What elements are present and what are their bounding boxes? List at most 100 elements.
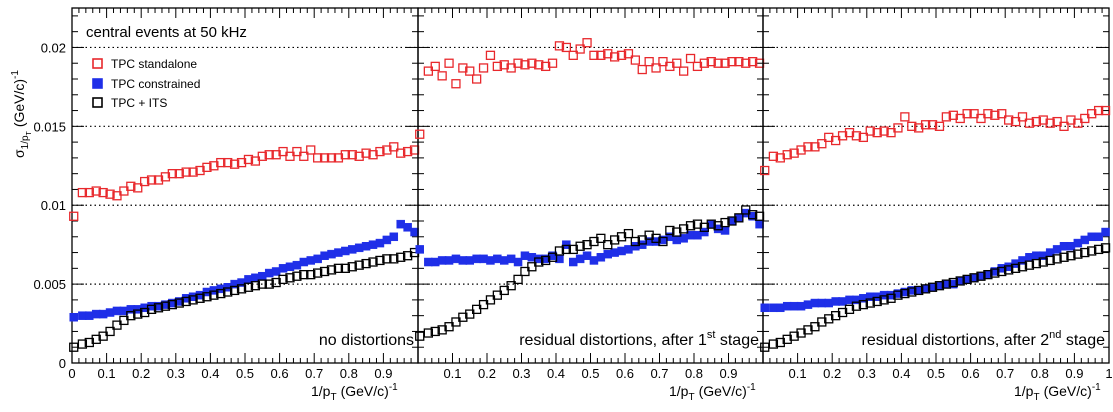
x-axis-title-3: 1/pT (GeV/c)-1: [1014, 382, 1101, 403]
x-axis-titles: 1/pT (GeV/c)-1 1/pT (GeV/c)-1 1/pT (GeV/c)-…: [311, 382, 1101, 403]
marker-p3-s3-49: [1100, 243, 1111, 253]
marker-p1-s1-8: [126, 181, 136, 191]
marker-p1-s1-34: [306, 145, 316, 155]
marker-p1-s3-2: [84, 337, 94, 348]
marker-p1-s1-5: [105, 189, 115, 199]
marker-p1-s3-9: [133, 309, 143, 319]
marker-p3-s1-30: [969, 109, 979, 119]
marker-p3-s1-42: [1052, 116, 1062, 127]
x-tick-label-3-5: 0.6: [962, 366, 980, 381]
marker-p2-s3-35: [658, 236, 668, 247]
marker-p2-s1-21: [561, 42, 571, 53]
marker-p3-s1-35: [1004, 115, 1014, 125]
marker-p2-s1-34: [651, 63, 661, 73]
marker-p3-s1-23: [920, 120, 931, 130]
marker-p1-s3-34: [306, 269, 316, 280]
marker-p2-s1-12: [499, 60, 509, 70]
marker-p3-s1-22: [914, 123, 924, 133]
marker-p1-s3-16: [181, 296, 191, 307]
panel-3: 0.1 0.2 0.3 0.4 0.5 0.6 0.7 0.8 0.9 1 residual dis…: [760, 7, 1113, 381]
marker-p3-s1-37: [1017, 112, 1028, 122]
x-tick-label-1-1: 0.1: [98, 366, 116, 381]
marker-p3-s3-9: [824, 314, 834, 324]
marker-p1-s1-6: [112, 191, 122, 201]
marker-p1-s1-23: [229, 159, 240, 169]
marker-p3-s3-42: [1052, 254, 1062, 264]
panels-group: 0 0.1 0.2 0.3 0.4 0.5 0.6 0.7 0.8 0.9 0 0.005 0.01 0.…: [33, 7, 1113, 381]
marker-p1-s1-44: [375, 146, 385, 157]
marker-p3-s3-23: [920, 284, 931, 294]
marker-p2-s1-30: [623, 49, 634, 59]
marker-p3-s1-21: [907, 121, 917, 131]
marker-p3-s1-40: [1038, 115, 1048, 125]
marker-p2-s1-33: [644, 56, 654, 67]
marker-p2-s3-11: [492, 290, 503, 300]
marker-p1-s1-32: [292, 146, 302, 157]
y-tick-label-0: 0: [59, 356, 66, 371]
x-tick-label-2-5: 0.6: [616, 366, 634, 381]
x-tick-label-1-6: 0.6: [271, 366, 289, 381]
x-tick-label-3-3: 0.4: [892, 366, 910, 381]
marker-p1-s1-46: [389, 142, 399, 152]
marker-p2-s3-13: [506, 281, 516, 291]
marker-p1-s1-35: [313, 153, 323, 163]
marker-p3-s1-27: [948, 110, 958, 120]
marker-p3-s1-4: [789, 148, 799, 158]
marker-p1-s3-32: [292, 271, 302, 281]
marker-p2-s3-23: [575, 241, 585, 251]
marker-p3-s1-31: [976, 113, 986, 124]
marker-p3-s3-48: [1093, 244, 1104, 255]
marker-p3-s3-29: [962, 274, 972, 285]
marker-p1-s1-29: [271, 150, 281, 160]
marker-p3-s3-14: [858, 299, 868, 310]
marker-p1-s1-12: [153, 175, 164, 185]
marker-p3-s3-39: [1031, 258, 1041, 269]
marker-p1-s3-47: [396, 252, 406, 262]
header-text: central events at 50 kHz: [86, 24, 247, 41]
marker-p3-s1-18: [886, 127, 896, 138]
marker-p3-s1-36: [1010, 116, 1021, 127]
legend: TPC standalone TPC constrained TPC + ITS: [92, 57, 200, 110]
marker-p3-s1-19: [893, 123, 903, 133]
marker-p2-s3-6: [458, 312, 468, 322]
marker-p1-s3-5: [105, 326, 115, 337]
x-tick-label-2-8: 0.9: [719, 366, 737, 381]
marker-p3-s3-45: [1073, 249, 1083, 259]
marker-p3-s1-16: [872, 127, 882, 138]
marker-p3-s3-20: [900, 288, 910, 299]
marker-p3-s3-47: [1087, 246, 1097, 256]
marker-p1-s3-13: [160, 301, 171, 311]
marker-p2-s2-49: [755, 219, 764, 229]
marker-p3-s1-1: [768, 151, 779, 161]
marker-p3-s3-6: [803, 325, 813, 335]
marker-p1-s3-7: [119, 315, 129, 326]
marker-p1-s1-20: [209, 161, 219, 171]
marker-p2-s2-24: [582, 251, 592, 260]
marker-p2-s3-8: [471, 304, 482, 315]
y-axis-title-exp: -1: [10, 70, 21, 79]
x-tick-label-3-7: 0.8: [1031, 366, 1049, 381]
marker-p2-s3-45: [727, 216, 737, 226]
marker-p1-s3-4: [98, 331, 108, 341]
marker-p3-s2-49: [1101, 227, 1110, 237]
x-tick-label-3-4: 0.5: [927, 366, 945, 381]
marker-p1-s3-1: [77, 339, 88, 349]
marker-p2-s3-37: [672, 227, 682, 237]
marker-p3-s1-10: [831, 135, 841, 146]
marker-p3-s3-0: [760, 342, 770, 352]
marker-p2-s1-17: [534, 60, 544, 70]
marker-p2-s1-19: [547, 58, 558, 68]
marker-p3-s3-22: [914, 285, 924, 296]
marker-p1-s1-11: [146, 175, 157, 185]
panel-2: 0.1 0.2 0.3 0.4 0.5 0.6 0.7 0.8 0.9 residual dist…: [415, 7, 765, 381]
marker-p3-s1-17: [879, 126, 889, 136]
marker-p3-s3-21: [907, 287, 917, 297]
marker-p3-s1-45: [1073, 118, 1083, 128]
marker-p3-s1-11: [837, 131, 848, 141]
marker-p3-s1-47: [1087, 109, 1097, 119]
marker-p1-s3-42: [361, 258, 371, 269]
marker-p1-s3-41: [354, 260, 364, 270]
marker-p3-s3-33: [990, 268, 1000, 278]
marker-p2-s3-9: [478, 299, 489, 310]
y-tick-label-2: 0.01: [41, 198, 66, 213]
